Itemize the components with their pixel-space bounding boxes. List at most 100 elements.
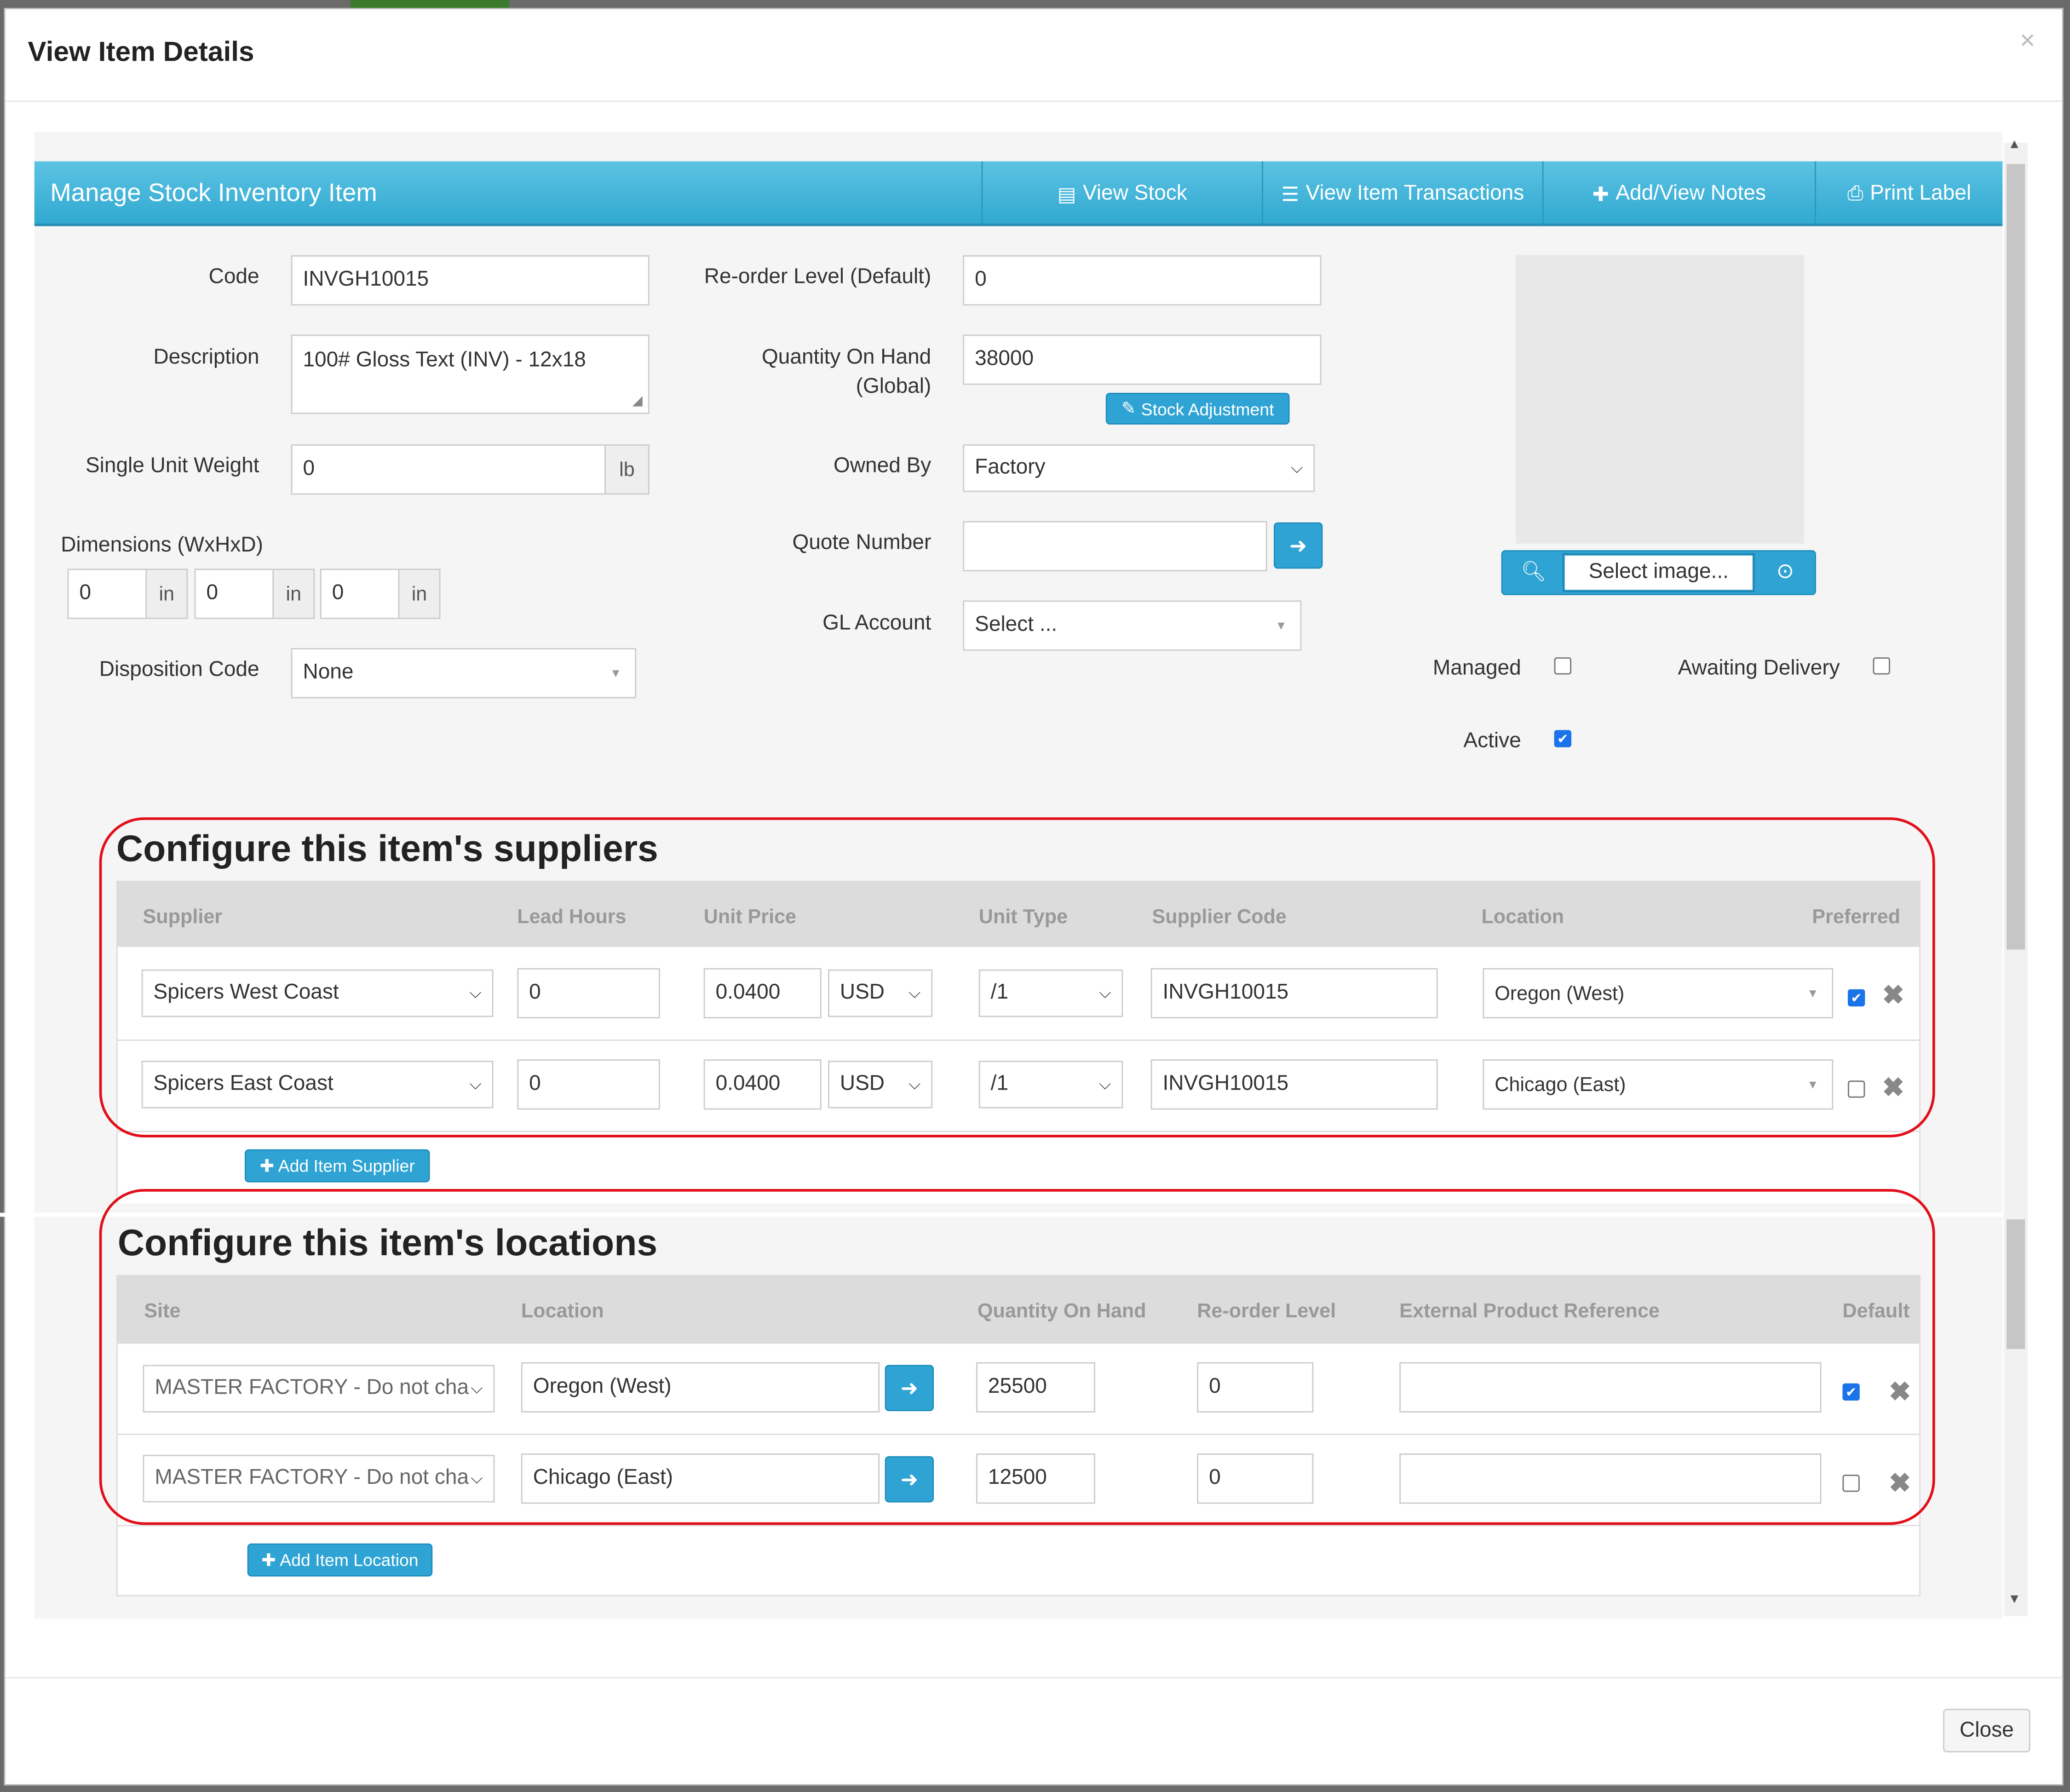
external-reference-input[interactable] <box>1399 1362 1822 1413</box>
view-stock-label: View Stock <box>1082 182 1187 205</box>
disposition-value: None <box>303 661 354 684</box>
reorder-label: Re-order Level (Default) <box>704 265 932 288</box>
locations-table-header <box>116 1275 1921 1344</box>
supplier-value: Spicers East Coast <box>153 1072 334 1095</box>
location-reorder-input[interactable]: 0 <box>1197 1362 1314 1413</box>
print-label-button[interactable]: ⎙ Print Label <box>1815 161 2002 226</box>
location-go-button[interactable]: ➜ <box>885 1365 934 1412</box>
add-view-notes-button[interactable]: ✚ Add/View Notes <box>1542 161 1815 226</box>
remove-icon[interactable]: ✖ <box>1889 1378 1911 1407</box>
scroll-up-arrow-icon[interactable]: ▲ <box>2007 138 2021 152</box>
suppliers-table-header <box>116 881 1921 947</box>
add-item-location-button[interactable]: ✚ Add Item Location <box>247 1543 433 1577</box>
dimension-width-input[interactable]: 0 <box>67 569 147 619</box>
chevron-down-icon: ⌵ <box>908 1074 921 1093</box>
location-reorder-input[interactable]: 0 <box>1197 1453 1314 1504</box>
reorder-input[interactable]: 0 <box>963 255 1322 306</box>
scroll-down-arrow-icon[interactable]: ▼ <box>2007 1592 2021 1607</box>
owned-by-select[interactable]: Factory ⌵ <box>963 444 1315 492</box>
site-select[interactable]: MASTER FACTORY - Do not cha ⌵ <box>143 1365 495 1413</box>
row-divider <box>117 1433 1920 1435</box>
location-qoh-input[interactable]: 12500 <box>976 1453 1095 1504</box>
dimension-height-input[interactable]: 0 <box>194 569 274 619</box>
managed-label: Managed <box>1432 657 1521 680</box>
currency-select[interactable]: USD ⌵ <box>828 1061 933 1109</box>
panel-title: Manage Stock Inventory Item <box>50 180 377 208</box>
resize-handle-icon[interactable]: ◢ <box>632 394 643 409</box>
arrow-right-icon: ➜ <box>900 1469 919 1492</box>
arrow-right-icon: ➜ <box>1289 535 1307 557</box>
lead-hours-col-header: Lead Hours <box>517 906 627 929</box>
location-input[interactable]: Oregon (West) <box>521 1362 880 1413</box>
currency-select[interactable]: USD ⌵ <box>828 969 933 1017</box>
lead-hours-input[interactable]: 0 <box>517 968 660 1019</box>
modal-close-icon[interactable]: × <box>2019 26 2036 56</box>
close-button[interactable]: Close <box>1943 1709 2030 1752</box>
supplier-code-col-header: Supplier Code <box>1152 906 1287 929</box>
unit-type-value: /1 <box>990 981 1009 1004</box>
unit-price-col-header: Unit Price <box>703 906 797 929</box>
location-value: Chicago (East) <box>1495 1073 1626 1096</box>
owned-by-label: Owned By <box>834 455 932 478</box>
preferred-checkbox[interactable]: ✔ <box>1847 989 1865 1007</box>
panel-header <box>34 161 2003 226</box>
location-input[interactable]: Chicago (East) <box>521 1453 880 1504</box>
unit-type-select[interactable]: /1 ⌵ <box>978 969 1123 1017</box>
modal-footer-divider <box>5 1677 2062 1678</box>
quote-go-button[interactable]: ➜ <box>1274 522 1323 569</box>
supplier-select[interactable]: Spicers East Coast ⌵ <box>141 1061 494 1109</box>
external-reference-input[interactable] <box>1399 1453 1822 1504</box>
awaiting-delivery-checkbox[interactable] <box>1873 657 1890 675</box>
quote-number-input[interactable] <box>963 521 1267 572</box>
remove-icon[interactable]: ✖ <box>1882 981 1904 1011</box>
default-checkbox[interactable] <box>1842 1475 1860 1492</box>
row-divider <box>117 1131 1920 1132</box>
preferred-checkbox[interactable] <box>1847 1080 1865 1098</box>
search-icon[interactable]: 🔍︎ <box>1521 561 1547 584</box>
location-select[interactable]: Oregon (West) ▼ <box>1483 968 1834 1019</box>
dimension-height-unit: in <box>272 569 315 619</box>
qoh-input[interactable]: 38000 <box>963 334 1322 385</box>
location-col-header: Location <box>521 1300 604 1323</box>
description-label: Description <box>153 346 259 369</box>
weight-input[interactable]: 0 <box>291 444 606 495</box>
disposition-select[interactable]: None ▼ <box>291 648 637 699</box>
scrollbar-thumb[interactable] <box>2006 164 2025 950</box>
add-item-supplier-button[interactable]: ✚ Add Item Supplier <box>244 1149 430 1183</box>
location-qoh-input[interactable]: 25500 <box>976 1362 1095 1413</box>
location-select[interactable]: Chicago (East) ▼ <box>1483 1059 1834 1110</box>
chevron-down-icon: ▼ <box>1807 1078 1819 1091</box>
gl-account-select[interactable]: Select ... ▼ <box>963 600 1302 651</box>
unit-price-input[interactable]: 0.0400 <box>703 968 822 1019</box>
row-divider <box>117 1525 1920 1527</box>
weight-label: Single Unit Weight <box>85 455 259 478</box>
supplier-code-input[interactable]: INVGH10015 <box>1150 968 1438 1019</box>
supplier-select[interactable]: Spicers West Coast ⌵ <box>141 969 494 1017</box>
divider-strip <box>0 1212 2004 1217</box>
unit-type-select[interactable]: /1 ⌵ <box>978 1061 1123 1109</box>
select-image-field[interactable]: Select image... <box>1562 552 1755 593</box>
lead-hours-input[interactable]: 0 <box>517 1059 660 1110</box>
location-col-header: Location <box>1481 906 1564 929</box>
plus-icon: ✚ <box>259 1155 275 1175</box>
row-divider <box>117 1040 1920 1041</box>
upload-icon[interactable]: ⊙ <box>1776 561 1794 584</box>
view-stock-button[interactable]: ▤ View Stock <box>981 161 1262 226</box>
supplier-code-input[interactable]: INVGH10015 <box>1150 1059 1438 1110</box>
view-item-transactions-button[interactable]: ☰ View Item Transactions <box>1262 161 1542 226</box>
description-textarea[interactable]: 100# Gloss Text (INV) - 12x18 <box>291 334 650 414</box>
location-go-button[interactable]: ➜ <box>885 1456 934 1503</box>
awaiting-delivery-label: Awaiting Delivery <box>1678 657 1840 680</box>
unit-price-input[interactable]: 0.0400 <box>703 1059 822 1110</box>
chevron-down-icon: ⌵ <box>1099 1074 1111 1093</box>
code-input[interactable]: INVGH10015 <box>291 255 650 306</box>
stock-adjustment-label: Stock Adjustment <box>1141 398 1274 419</box>
site-select[interactable]: MASTER FACTORY - Do not cha ⌵ <box>143 1454 495 1503</box>
active-checkbox[interactable]: ✔ <box>1554 730 1571 747</box>
dimension-depth-input[interactable]: 0 <box>320 569 400 619</box>
managed-checkbox[interactable] <box>1554 657 1571 675</box>
default-checkbox[interactable]: ✔ <box>1842 1383 1860 1401</box>
background-update-stock-button <box>350 0 510 10</box>
site-value: MASTER FACTORY - Do not cha <box>155 1466 469 1489</box>
stock-adjustment-button[interactable]: ✎ Stock Adjustment <box>1105 392 1290 425</box>
